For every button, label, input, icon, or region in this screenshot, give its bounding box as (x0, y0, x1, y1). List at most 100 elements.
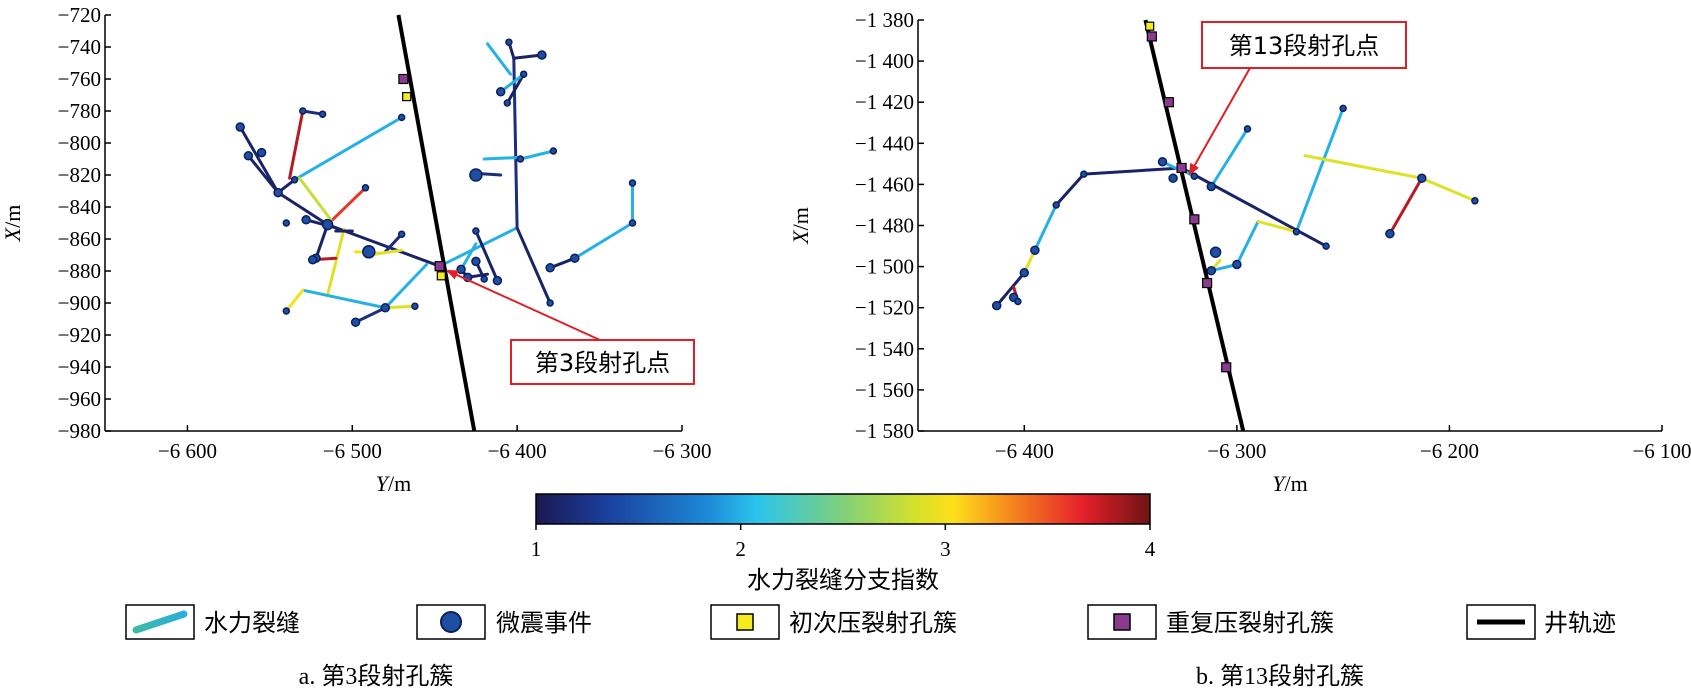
fracture-segment (1209, 127, 1249, 188)
y-tick-label: −740 (58, 35, 101, 59)
repeat-perforation-cluster (398, 73, 409, 85)
panel-b-x-axis-label: Y/m (1272, 471, 1307, 496)
colorbar-tick-label: 1 (531, 537, 542, 561)
initial-perforation-cluster (1145, 21, 1155, 31)
microseismic-event (1471, 197, 1479, 205)
y-tick-label: −940 (58, 355, 101, 379)
x-tick-label: −6 200 (1420, 439, 1479, 463)
microseismic-event (546, 299, 554, 307)
microseismic-event (537, 50, 547, 60)
microseismic-event (469, 168, 483, 182)
fracture-segment (486, 42, 512, 76)
legend-initial-label: 初次压裂射孔簇 (789, 609, 957, 637)
annotation-label: 第3段射孔点 (535, 349, 670, 377)
colorbar: 1 2 3 4 水力裂缝分支指数 (531, 493, 1156, 594)
annotation-box (510, 339, 695, 385)
fracture-segment (331, 186, 367, 222)
microseismic-event (273, 187, 283, 198)
x-tick-label: −6 100 (1632, 439, 1691, 463)
repeat-perforation-cluster (1176, 162, 1187, 174)
microseismic-event (505, 38, 513, 46)
legend-initial-marker (736, 613, 754, 631)
colorbar-label: 水力裂缝分支指数 (747, 566, 939, 594)
microseismic-event (1206, 181, 1217, 192)
microseismic-event (503, 99, 512, 107)
legend-initial: 初次压裂射孔簇 (710, 604, 957, 640)
panel-b-caption: b. 第13段射孔簇 (1196, 663, 1364, 690)
repeat-perforation-cluster (434, 261, 445, 272)
legend-event: 微震事件 (416, 604, 592, 640)
microseismic-event (243, 151, 254, 161)
panel-a-fractures (238, 40, 634, 324)
microseismic-event (1417, 173, 1427, 183)
colorbar-gradient (535, 493, 1151, 525)
microseismic-event (1080, 170, 1088, 178)
microseismic-event (290, 176, 299, 184)
y-tick-label: −1 400 (855, 49, 914, 73)
fracture-segment (438, 226, 519, 268)
fracture-segment (573, 221, 634, 260)
microseismic-event (1168, 173, 1178, 183)
colorbar-ticks: 1 2 3 4 (531, 524, 1156, 561)
legend-repeat: 重复压裂射孔簇 (1087, 604, 1334, 640)
panel-a-annotation: 第3段射孔点 (445, 269, 695, 385)
microseismic-event (1292, 227, 1301, 236)
microseismic-event (301, 215, 311, 225)
microseismic-event (282, 219, 291, 227)
fracture-segment (1420, 176, 1477, 203)
microseismic-event (380, 303, 391, 313)
y-tick-label: −1 420 (855, 90, 914, 114)
microseismic-event (991, 300, 1002, 311)
microseismic-event (361, 184, 370, 192)
legend-well-label: 井轨迹 (1544, 609, 1616, 637)
fracture-segment (301, 288, 387, 310)
y-tick-label: −1 540 (855, 337, 914, 361)
y-tick-label: −760 (58, 67, 101, 91)
y-tick-label: −1 500 (855, 255, 914, 279)
microseismic-event (1232, 259, 1242, 270)
fracture-segment (238, 125, 280, 195)
fracture-segment (1303, 154, 1424, 180)
fracture-segment (518, 149, 555, 161)
panel-a-perforation-clusters (398, 73, 446, 281)
legend-fracture-swatch (132, 610, 188, 634)
y-tick-label: −720 (58, 3, 101, 27)
colorbar-tick-label: 2 (735, 537, 746, 561)
microseismic-event (1052, 201, 1060, 209)
y-tick-label: −980 (58, 419, 101, 443)
fracture-segment (326, 227, 346, 297)
fracture-segment (505, 72, 526, 105)
microseismic-event (318, 110, 327, 118)
fracture-segment (459, 242, 478, 271)
panel-a: −720 −740 −760 −780 −800 −820 −840 −860 −880 −900… (0, 3, 712, 496)
fracture-segment (246, 154, 442, 268)
fracture-segment (284, 288, 305, 313)
annotation-label: 第13段射孔点 (1229, 32, 1380, 60)
panel-a-x-axis-label: Y/m (376, 471, 411, 496)
y-tick-label: −900 (58, 291, 101, 315)
legend-repeat-label: 重复压裂射孔簇 (1166, 609, 1334, 637)
y-tick-label: −780 (58, 99, 101, 123)
repeat-perforation-cluster (1221, 362, 1232, 373)
x-tick-label: −6 400 (488, 439, 547, 463)
microseismic-event (1019, 268, 1030, 278)
y-tick-label: −860 (58, 227, 101, 251)
panel-a-y-axis-label: X/m (0, 205, 25, 243)
microseismic-event (1209, 246, 1222, 258)
x-tick-label: −6 600 (158, 439, 217, 463)
legend: 水力裂缝 微震事件 初次压裂射孔簇 重复压裂射孔簇 井轨迹 (125, 604, 1616, 640)
microseismic-event (1157, 157, 1168, 167)
fracture-segment (474, 229, 499, 283)
fracture-segment (515, 226, 552, 305)
microseismic-event (545, 263, 555, 273)
microseismic-event (628, 219, 637, 227)
y-tick-label: −1 560 (855, 378, 914, 402)
microseismic-event (362, 245, 376, 259)
repeat-perforation-cluster (1163, 97, 1174, 108)
panel-a-axes: −720 −740 −760 −780 −800 −820 −840 −860 −880 −900… (58, 3, 712, 463)
microseismic-event (495, 87, 506, 97)
annotation-arrow (1188, 67, 1251, 176)
microseismic-event (350, 317, 361, 327)
initial-perforation-cluster (402, 91, 412, 102)
